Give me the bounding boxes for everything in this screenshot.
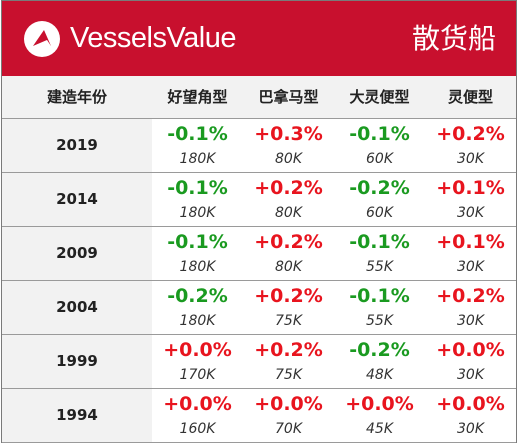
column-header-supramax: 大灵便型 [349, 88, 410, 106]
value-change: -0.2% [167, 285, 228, 307]
value-cell: +0.2% 30K [425, 281, 516, 334]
vessel-size-dwt: 48K [366, 367, 393, 383]
vessel-size-dwt: 55K [366, 259, 393, 275]
table-row: 2004 -0.2% 180K +0.2% 75K -0.1% 55K +0.2% 30K [2, 281, 516, 335]
vessel-category-title: 散货船 [411, 22, 496, 55]
value-cell: +0.3% 80K [243, 119, 334, 172]
value-cell: +0.2% 75K [243, 281, 334, 334]
vessel-size-dwt: 30K [457, 313, 484, 329]
value-cell: -0.1% 180K [152, 227, 243, 280]
value-cell: -0.1% 55K [334, 227, 425, 280]
column-header-panamax: 巴拿马型 [258, 88, 319, 106]
vessel-size-dwt: 180K [179, 259, 216, 275]
vessel-size-dwt: 30K [457, 151, 484, 167]
vessel-size-dwt: 55K [366, 313, 393, 329]
value-change: +0.2% [254, 177, 323, 199]
build-year-cell: 2004 [2, 281, 152, 334]
vessel-size-dwt: 80K [275, 205, 302, 221]
vessel-size-dwt: 180K [179, 151, 216, 167]
value-cell: +0.2% 80K [243, 173, 334, 226]
table-row: 1999 +0.0% 170K +0.2% 75K -0.2% 48K +0.0% 30K [2, 335, 516, 389]
value-cell: +0.0% 70K [243, 389, 334, 442]
brand-name: VesselsValue [70, 22, 236, 54]
value-change: +0.2% [436, 123, 505, 145]
vessel-size-dwt: 180K [179, 205, 216, 221]
value-change: -0.1% [349, 285, 410, 307]
value-change: +0.2% [254, 285, 323, 307]
value-cell: +0.1% 30K [425, 227, 516, 280]
build-year-cell: 2014 [2, 173, 152, 226]
value-cell: +0.1% 30K [425, 173, 516, 226]
value-cell: +0.2% 75K [243, 335, 334, 388]
value-change: -0.1% [167, 177, 228, 199]
build-year-cell: 1999 [2, 335, 152, 388]
table-row: 2009 -0.1% 180K +0.2% 80K -0.1% 55K +0.1% 30K [2, 227, 516, 281]
vessel-size-dwt: 170K [179, 367, 216, 383]
value-change: -0.1% [167, 123, 228, 145]
value-change: -0.2% [349, 339, 410, 361]
value-change: +0.0% [163, 393, 232, 415]
value-cell: +0.0% 160K [152, 389, 243, 442]
value-change: +0.0% [436, 393, 505, 415]
value-cell: -0.2% 60K [334, 173, 425, 226]
vessel-size-dwt: 30K [457, 205, 484, 221]
value-cell: -0.1% 180K [152, 173, 243, 226]
vesselsvalue-logo-icon [24, 21, 60, 57]
value-cell: -0.1% 180K [152, 119, 243, 172]
value-change: +0.3% [254, 123, 323, 145]
value-cell: +0.0% 30K [425, 389, 516, 442]
column-header-row: 建造年份 好望角型 巴拿马型 大灵便型 灵便型 [2, 76, 516, 119]
value-cell: +0.2% 30K [425, 119, 516, 172]
vessel-size-dwt: 180K [179, 313, 216, 329]
value-cell: -0.1% 55K [334, 281, 425, 334]
build-year-cell: 2009 [2, 227, 152, 280]
value-change: -0.2% [349, 177, 410, 199]
vessel-size-dwt: 80K [275, 259, 302, 275]
value-change: +0.0% [163, 339, 232, 361]
column-header-build-year: 建造年份 [46, 88, 107, 106]
value-change: +0.2% [254, 339, 323, 361]
vessel-size-dwt: 160K [179, 421, 216, 437]
value-cell: +0.0% 30K [425, 335, 516, 388]
build-year-cell: 1994 [2, 389, 152, 442]
vessel-size-dwt: 45K [366, 421, 393, 437]
value-cell: -0.1% 60K [334, 119, 425, 172]
vessel-size-dwt: 30K [457, 367, 484, 383]
value-change: +0.0% [436, 339, 505, 361]
value-change: +0.1% [436, 231, 505, 253]
table-row: 1994 +0.0% 160K +0.0% 70K +0.0% 45K +0.0% 30K [2, 389, 516, 443]
value-cell: +0.0% 45K [334, 389, 425, 442]
vessel-size-dwt: 30K [457, 259, 484, 275]
value-change: +0.2% [254, 231, 323, 253]
vessel-size-dwt: 60K [366, 205, 393, 221]
vessel-size-dwt: 75K [275, 367, 302, 383]
column-header-handysize: 灵便型 [447, 88, 493, 106]
value-change: +0.1% [436, 177, 505, 199]
value-change: -0.1% [349, 123, 410, 145]
value-cell: -0.2% 180K [152, 281, 243, 334]
value-change: +0.0% [345, 393, 414, 415]
value-change: +0.0% [254, 393, 323, 415]
vessel-size-dwt: 60K [366, 151, 393, 167]
vessel-size-dwt: 80K [275, 151, 302, 167]
value-change: -0.1% [349, 231, 410, 253]
value-change: -0.1% [167, 231, 228, 253]
value-change: +0.2% [436, 285, 505, 307]
vessel-size-dwt: 70K [275, 421, 302, 437]
table-row: 2014 -0.1% 180K +0.2% 80K -0.2% 60K +0.1% 30K [2, 173, 516, 227]
value-cell: +0.0% 170K [152, 335, 243, 388]
table-row: 2019 -0.1% 180K +0.3% 80K -0.1% 60K +0.2% 30K [2, 119, 516, 173]
build-year-cell: 2019 [2, 119, 152, 172]
vessel-size-dwt: 30K [457, 421, 484, 437]
value-cell: -0.2% 48K [334, 335, 425, 388]
header-bar: VesselsValue 散货船 [2, 1, 516, 76]
column-header-capesize: 好望角型 [167, 88, 228, 106]
vessel-size-dwt: 75K [275, 313, 302, 329]
value-cell: +0.2% 80K [243, 227, 334, 280]
